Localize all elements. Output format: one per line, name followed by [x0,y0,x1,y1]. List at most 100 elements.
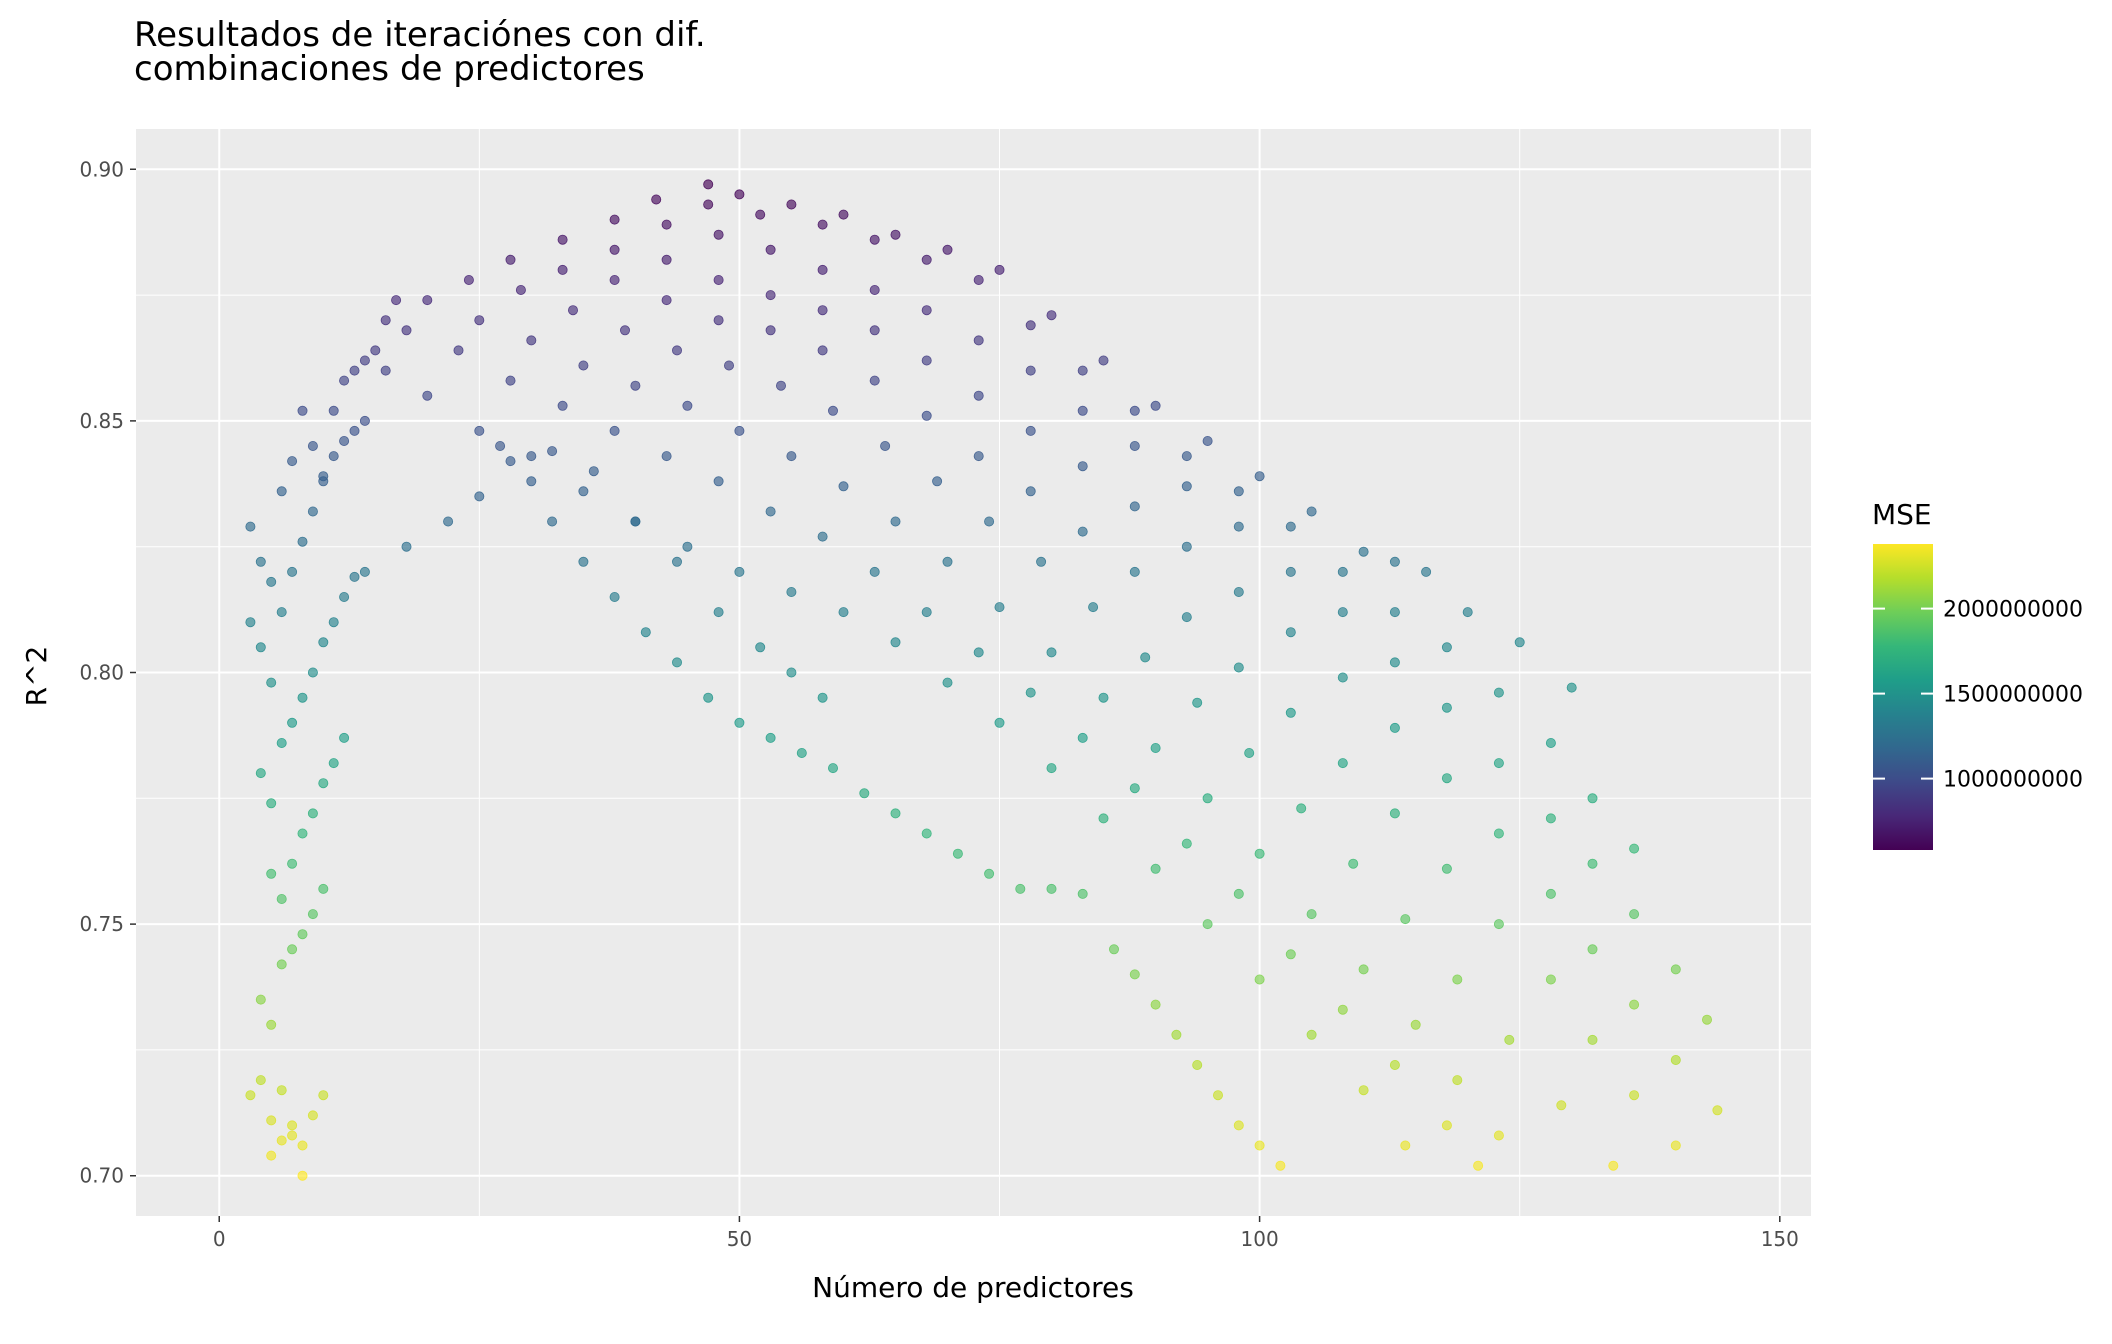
data-point [765,244,776,255]
data-point [266,798,277,809]
data-point [1171,1029,1182,1040]
data-point [1389,657,1400,668]
y-tick-label: 0.70 [79,1164,124,1188]
data-point [1421,566,1432,577]
data-point [713,229,724,240]
data-point [443,516,454,527]
legend-colorbar [1873,544,1933,850]
data-point [380,315,391,326]
data-point [266,1019,277,1030]
data-point [328,617,339,628]
data-point [703,179,714,190]
data-point [1400,914,1411,925]
data-point [713,315,724,326]
data-point [505,375,516,386]
data-point [984,516,995,527]
data-point [557,400,568,411]
data-point [869,375,880,386]
x-axis-title: Número de predictores [812,1271,1134,1304]
data-point [1233,521,1244,532]
data-point [1285,949,1296,960]
data-point [1608,1160,1619,1171]
x-axis-ticks: 0 50 100 150 [213,1216,1799,1251]
data-point [1587,858,1598,869]
data-point [994,264,1005,275]
y-axis-title: R^2 [20,646,53,707]
data-point [349,425,360,436]
data-point [578,556,589,567]
color-legend: MSE 1000000000 1500000000 2000000000 [1872,498,2083,850]
data-point [1181,481,1192,492]
data-point [817,531,828,542]
data-point [1389,722,1400,733]
data-point [973,647,984,658]
y-tick-label: 0.75 [79,912,124,936]
data-point [328,758,339,769]
data-point [255,556,266,567]
data-point [1275,1160,1286,1171]
data-point [1046,310,1057,321]
y-axis-ticks: 0.70 0.75 0.80 0.85 0.90 [79,157,136,1188]
data-point [266,1150,277,1161]
data-point [297,536,308,547]
data-point [765,325,776,336]
data-point [869,566,880,577]
data-point [307,440,318,451]
data-point [318,476,329,487]
data-point [640,627,651,638]
data-point [817,219,828,230]
data-point [276,738,287,749]
data-point [973,274,984,285]
data-point [1556,1100,1567,1111]
data-point [921,305,932,316]
legend-tick-label: 2000000000 [1943,598,2083,623]
data-point [318,778,329,789]
data-point [1493,919,1504,930]
data-point [339,592,350,603]
data-point [1098,813,1109,824]
data-point [1670,964,1681,975]
data-point [1046,647,1057,658]
data-point [786,587,797,598]
data-point [713,607,724,618]
data-point [651,194,662,205]
data-point [1587,793,1598,804]
x-tick-label: 0 [213,1227,226,1251]
data-point [703,692,714,703]
data-point [932,476,943,487]
data-point [786,451,797,462]
data-point [817,345,828,356]
data-point [287,717,298,728]
y-tick-label: 0.85 [79,409,124,433]
data-point [1306,506,1317,517]
data-point [1306,1029,1317,1040]
data-point [1493,828,1504,839]
data-point [266,677,277,688]
data-point [1140,652,1151,663]
data-point [1358,964,1369,975]
data-point [755,209,766,220]
data-point [505,254,516,265]
data-point [1441,702,1452,713]
data-point [515,284,526,295]
data-point [422,295,433,306]
data-point [973,335,984,346]
data-point [828,763,839,774]
data-point [307,909,318,920]
data-point [713,476,724,487]
data-point [1150,999,1161,1010]
data-point [1254,974,1265,985]
data-point [994,602,1005,613]
legend-ticks: 1000000000 1500000000 2000000000 [1873,598,2083,793]
data-point [1670,1055,1681,1066]
data-point [359,415,370,426]
data-point [1670,1140,1681,1151]
data-point [859,788,870,799]
data-point [994,717,1005,728]
data-point [276,1085,287,1096]
data-point [1077,732,1088,743]
data-point [869,284,880,295]
data-point [734,717,745,728]
data-point [1296,803,1307,814]
data-point [984,868,995,879]
